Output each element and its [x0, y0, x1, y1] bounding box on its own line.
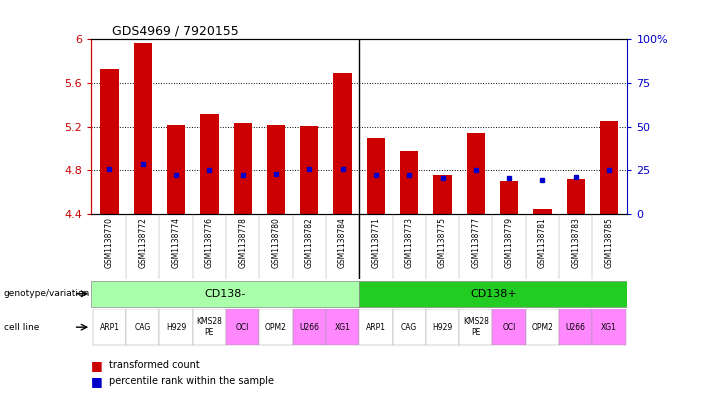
FancyBboxPatch shape	[126, 309, 159, 345]
FancyBboxPatch shape	[592, 309, 626, 345]
Text: ARP1: ARP1	[366, 323, 386, 332]
Text: cell line: cell line	[4, 323, 39, 332]
FancyBboxPatch shape	[559, 309, 592, 345]
Text: GSM1138784: GSM1138784	[338, 217, 347, 268]
Text: GSM1138771: GSM1138771	[372, 217, 381, 268]
Text: KMS28
PE: KMS28 PE	[196, 318, 222, 337]
Bar	[367, 138, 385, 214]
Text: GSM1138777: GSM1138777	[471, 217, 480, 268]
FancyBboxPatch shape	[193, 309, 226, 345]
FancyBboxPatch shape	[93, 309, 126, 345]
Bar	[533, 209, 552, 214]
Bar	[400, 151, 418, 214]
Text: OPM2: OPM2	[531, 323, 553, 332]
Text: OCI: OCI	[503, 323, 516, 332]
Text: XG1: XG1	[334, 323, 350, 332]
Text: CD138+: CD138+	[470, 289, 517, 299]
Text: GSM1138781: GSM1138781	[538, 217, 547, 268]
Text: GSM1138774: GSM1138774	[172, 217, 181, 268]
Text: U266: U266	[299, 323, 319, 332]
Text: H929: H929	[433, 323, 453, 332]
FancyBboxPatch shape	[393, 309, 426, 345]
Text: OPM2: OPM2	[265, 323, 287, 332]
Text: CD138-: CD138-	[205, 289, 246, 299]
Bar	[600, 121, 618, 214]
Bar	[233, 123, 252, 214]
FancyBboxPatch shape	[493, 309, 526, 345]
Text: GSM1138783: GSM1138783	[571, 217, 580, 268]
Text: ARP1: ARP1	[100, 323, 119, 332]
Bar	[467, 133, 485, 214]
Text: GSM1138773: GSM1138773	[404, 217, 414, 268]
FancyBboxPatch shape	[426, 309, 459, 345]
Bar	[334, 73, 352, 214]
Text: GSM1138778: GSM1138778	[238, 217, 247, 268]
FancyBboxPatch shape	[526, 309, 559, 345]
Text: GSM1138779: GSM1138779	[505, 217, 514, 268]
Text: GSM1138785: GSM1138785	[604, 217, 613, 268]
Text: GSM1138770: GSM1138770	[105, 217, 114, 268]
FancyBboxPatch shape	[359, 281, 627, 307]
Text: ■: ■	[91, 359, 103, 372]
FancyBboxPatch shape	[359, 309, 393, 345]
Bar	[100, 69, 118, 214]
Text: OCI: OCI	[236, 323, 250, 332]
Text: CAG: CAG	[135, 323, 151, 332]
Text: U266: U266	[566, 323, 586, 332]
Bar	[200, 114, 219, 214]
Text: H929: H929	[166, 323, 186, 332]
Text: KMS28
PE: KMS28 PE	[463, 318, 489, 337]
Bar	[300, 126, 318, 214]
Bar	[500, 182, 518, 214]
Bar	[566, 179, 585, 214]
FancyBboxPatch shape	[326, 309, 359, 345]
Text: transformed count: transformed count	[109, 360, 199, 371]
FancyBboxPatch shape	[292, 309, 326, 345]
FancyBboxPatch shape	[459, 309, 493, 345]
Text: GSM1138780: GSM1138780	[271, 217, 280, 268]
Text: CAG: CAG	[401, 323, 417, 332]
FancyBboxPatch shape	[159, 309, 193, 345]
Bar	[267, 125, 285, 214]
Text: GSM1138776: GSM1138776	[205, 217, 214, 268]
Text: GSM1138782: GSM1138782	[305, 217, 314, 268]
Text: GSM1138772: GSM1138772	[138, 217, 147, 268]
Bar	[134, 42, 152, 214]
Text: XG1: XG1	[601, 323, 617, 332]
FancyBboxPatch shape	[226, 309, 259, 345]
Text: GDS4969 / 7920155: GDS4969 / 7920155	[112, 24, 239, 37]
Text: percentile rank within the sample: percentile rank within the sample	[109, 376, 273, 386]
FancyBboxPatch shape	[259, 309, 292, 345]
Bar	[167, 125, 185, 214]
Text: GSM1138775: GSM1138775	[438, 217, 447, 268]
Bar	[433, 175, 451, 214]
Text: ■: ■	[91, 375, 103, 388]
FancyBboxPatch shape	[91, 281, 359, 307]
Text: genotype/variation: genotype/variation	[4, 289, 90, 298]
